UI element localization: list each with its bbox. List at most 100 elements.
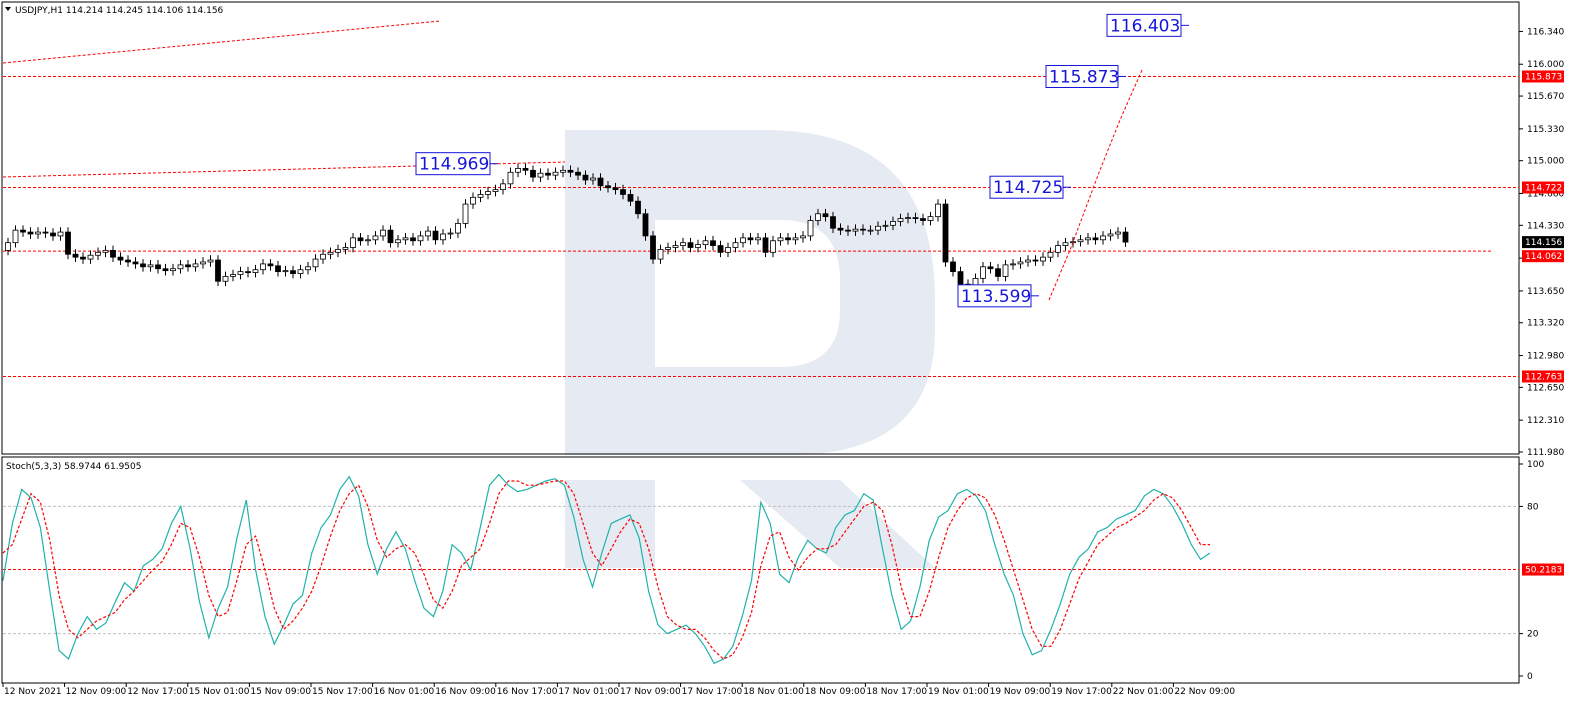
candle-body [582, 174, 589, 181]
candle-body [830, 216, 836, 229]
candle-body [177, 264, 184, 270]
candle-body [342, 247, 349, 250]
candle-body [747, 237, 754, 241]
time-tick-label: 18 Nov 01:00 [743, 687, 804, 697]
candle-body [192, 263, 199, 268]
candle-body [1010, 263, 1016, 266]
candle-body [140, 263, 146, 268]
candle-body [110, 249, 116, 258]
stoch-tick-label: 100 [1527, 460, 1544, 470]
price-tick-label: 113.650 [1527, 287, 1564, 297]
forecast-lines [2, 20, 1143, 301]
candle-body [762, 237, 769, 253]
candle-body [1085, 237, 1091, 241]
candle-body [777, 237, 784, 242]
candle-body [42, 231, 49, 234]
candle-body [597, 177, 604, 187]
candle-body [530, 169, 536, 178]
trend-line-lower [2, 161, 566, 178]
candle-body [155, 264, 161, 270]
price-callout-label: 114.725 [993, 178, 1063, 198]
time-tick-label: 17 Nov 17:00 [682, 687, 743, 697]
candle-body [312, 258, 319, 268]
candle-body [365, 239, 371, 242]
candle-body [725, 247, 731, 253]
time-tick-label: 17 Nov 09:00 [620, 687, 681, 697]
candle-body [875, 225, 881, 231]
price-tick-label: 116.000 [1527, 60, 1564, 70]
candle-body [1092, 237, 1099, 241]
candle-body [1040, 256, 1046, 262]
time-tick-label: 16 Nov 09:00 [435, 687, 496, 697]
candle-body [290, 270, 296, 274]
candle-body [1047, 251, 1054, 258]
price-level-tag [1522, 370, 1564, 383]
price-tick-label: 114.330 [1527, 221, 1564, 231]
candle-body [327, 251, 334, 255]
price-callout-label: 115.873 [1049, 67, 1119, 87]
symbol-dropdown-icon[interactable] [5, 7, 11, 11]
candle-body [117, 256, 124, 261]
candle-body [462, 203, 469, 224]
candle-body [455, 222, 461, 234]
candle-body [890, 221, 896, 226]
candle-body [732, 242, 739, 248]
candle-body [260, 263, 266, 271]
candle-body [1077, 239, 1084, 243]
candle-body [635, 200, 641, 215]
candle-body [537, 172, 544, 178]
candle-body [65, 231, 71, 255]
time-tick-label: 18 Nov 09:00 [805, 687, 866, 697]
candle-body [822, 213, 829, 218]
candle-body [545, 172, 551, 176]
main-panel-frame [1, 1, 1520, 455]
candle-body [95, 251, 101, 256]
stoch-signal-line [2, 480, 1210, 660]
candle-body [125, 259, 131, 263]
candle-body [672, 245, 679, 248]
candle-body [230, 274, 236, 277]
trend-line-upper [2, 20, 441, 64]
candle-body [1055, 245, 1061, 253]
candle-body [665, 247, 671, 250]
candle-body [477, 194, 484, 198]
candle-body [905, 217, 911, 220]
candle-body [215, 259, 221, 282]
candle-body [867, 229, 874, 232]
candle-body [1107, 233, 1114, 237]
candle-body [410, 237, 416, 242]
stoch-main-line [2, 473, 1211, 665]
price-tick-label: 115.330 [1527, 125, 1564, 135]
price-tick-label: 115.670 [1527, 92, 1564, 102]
candle-body [567, 169, 574, 173]
time-tick-label: 12 Nov 17:00 [127, 687, 188, 697]
candle-body [372, 235, 379, 241]
candle-body [282, 270, 289, 273]
candle-body [245, 271, 251, 274]
price-tick-label: 111.980 [1527, 448, 1564, 458]
candle-body [987, 266, 994, 270]
candle-body [792, 237, 799, 241]
candle-body [1062, 242, 1069, 246]
price-level-tag-label: 112.763 [1525, 372, 1562, 382]
bid-price-tag [1522, 250, 1564, 263]
candle-body [305, 266, 311, 271]
candle-body [627, 194, 634, 202]
candle-body [335, 249, 341, 253]
stoch-tick-label: 0 [1527, 672, 1533, 682]
candle-body [275, 265, 281, 273]
price-callout-label: 113.599 [961, 287, 1031, 307]
current-price-label: 114.156 [1525, 238, 1562, 248]
candle-body [837, 227, 844, 231]
time-tick-label: 19 Nov 17:00 [1051, 687, 1112, 697]
candle-body [432, 230, 439, 241]
time-tick-label: 19 Nov 09:00 [990, 687, 1051, 697]
candle-body [102, 249, 109, 253]
candle-body [35, 231, 41, 235]
candle-body [717, 245, 724, 253]
candle-body [695, 244, 701, 248]
candle-body [485, 191, 491, 195]
candle-body [852, 228, 859, 232]
candle-body [1115, 231, 1121, 235]
